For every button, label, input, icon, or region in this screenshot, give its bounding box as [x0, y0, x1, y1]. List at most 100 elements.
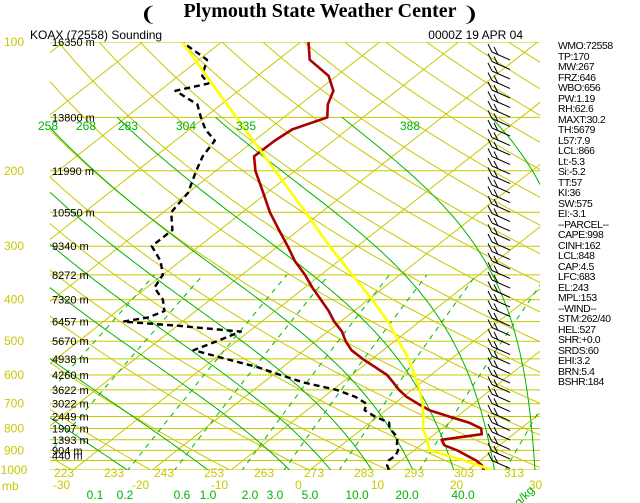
wind-barb-flag [493, 189, 499, 198]
height-label: 2449 m [52, 412, 89, 424]
height-label: 904 m [52, 445, 83, 457]
index-entry: RH:62.6 [558, 104, 594, 115]
index-entry: --WIND-- [558, 303, 597, 315]
wind-barb-flag [493, 274, 499, 284]
wind-barb [491, 384, 511, 393]
index-entry: STM:262/40 [558, 314, 611, 325]
wind-barb-flag [487, 347, 493, 357]
mixing-ratio-line [50, 274, 155, 393]
index-entry: CAP:4.5 [558, 261, 594, 273]
moist-adiabat [50, 126, 414, 470]
wind-barb-flag [493, 379, 499, 388]
height-label: 9340 m [52, 241, 89, 253]
pressure-tick-label: 400 [4, 293, 24, 307]
dry-adiabat [385, 42, 540, 143]
moist-adiabat [50, 417, 129, 470]
wind-barb-flag [487, 319, 493, 328]
isotherm [388, 350, 540, 470]
wind-barb-flag [493, 46, 499, 56]
wind-barb-flag [493, 179, 499, 189]
wind-barb-flag [487, 176, 493, 186]
wind-barb [491, 99, 511, 108]
dry-adiabat [262, 42, 540, 226]
temperature-tick-label: -10 [211, 478, 229, 492]
wind-barb-flag [487, 53, 493, 62]
wind-barb [491, 289, 511, 298]
mixing-ratio-label: 0.2 [117, 488, 134, 502]
theta-label: 263 [254, 466, 274, 480]
wind-barb [491, 156, 511, 165]
wind-barb-flag [493, 312, 499, 322]
dry-adiabat [57, 42, 540, 373]
wind-barb [491, 127, 511, 137]
wind-barb-flag [493, 208, 499, 217]
index-entry: PW:1.19 [558, 93, 595, 105]
pressure-tick-label: 900 [4, 443, 24, 457]
mixing-ratio-label: 5.0 [302, 488, 319, 502]
wind-barb [491, 51, 511, 61]
pressure-unit-label: mb [2, 479, 19, 493]
header: ❨ Plymouth State Weather Center ❩ [0, 0, 640, 28]
theta-e-label: 283 [118, 119, 138, 133]
wind-barb [491, 422, 511, 431]
wind-barb [491, 203, 511, 213]
pressure-tick-label: 600 [4, 368, 24, 382]
index-entry: MAXT:30.2 [558, 114, 606, 126]
index-entry: BRN:5.4 [558, 366, 595, 378]
theta-label: 243 [154, 466, 174, 480]
wind-barb-flag [487, 129, 493, 138]
dry-adiabat [50, 361, 231, 470]
mixing-ratio-line [241, 274, 390, 470]
brand-title: Plymouth State Weather Center [183, 0, 457, 22]
wind-barb-flag [493, 350, 499, 360]
height-label: 10550 m [52, 207, 95, 219]
theta-e-label: 258 [38, 119, 58, 133]
index-entry: SRDS:60 [558, 345, 599, 357]
wind-barb-flag [487, 385, 493, 395]
wind-barb-flag [487, 366, 493, 376]
theta-label: 283 [354, 466, 374, 480]
wind-barb-flag [487, 271, 493, 281]
dry-adiabat [50, 408, 152, 470]
pressure-tick-label: 300 [4, 239, 24, 253]
wind-barb [491, 412, 511, 422]
wind-barb-flag [487, 91, 493, 100]
wind-barb-flag [493, 75, 499, 84]
pressure-tick-label: 100 [4, 35, 24, 49]
index-entry: KI:36 [558, 188, 581, 199]
index-entry: EL:243 [558, 282, 589, 294]
wind-barb-flag [487, 404, 493, 414]
wind-barb-flag [493, 341, 499, 350]
moist-adiabat [116, 117, 455, 470]
wind-barb-flag [493, 236, 499, 246]
mixing-ratio-label: 2.0 [242, 488, 259, 502]
wind-barb-flag [487, 43, 493, 53]
mixing-ratio-line [127, 274, 288, 470]
theta-label: 223 [54, 466, 74, 480]
right-swoosh-icon: ❩ [462, 2, 479, 26]
wind-barb [491, 146, 511, 156]
index-entry: LCL:848 [558, 251, 595, 262]
wind-barb [491, 308, 511, 317]
theta-label: 293 [404, 466, 424, 480]
wind-barb-flag [493, 284, 499, 293]
wind-barb-flag [493, 65, 499, 75]
wind-barb-flag [493, 369, 499, 379]
height-label: 1907 m [52, 424, 89, 436]
wind-barb-flag [487, 138, 493, 148]
wind-barb-flag [487, 338, 493, 347]
wind-barb-flag [487, 376, 493, 385]
mixing-ratio-label: 0.1 [87, 488, 104, 502]
index-entry: MW:267 [558, 62, 595, 73]
wind-barb [491, 460, 511, 469]
wind-barb-flag [493, 141, 499, 151]
wind-barb [491, 355, 511, 365]
wind-barb-flag [487, 433, 493, 442]
wind-barb [491, 279, 511, 289]
wind-barb [491, 165, 511, 175]
index-entry: --PARCEL-- [558, 219, 609, 231]
wind-barb-flag [487, 205, 493, 214]
wind-barb-flag [493, 436, 499, 445]
wind-barb-flag [493, 331, 499, 341]
wind-barb [491, 241, 511, 251]
